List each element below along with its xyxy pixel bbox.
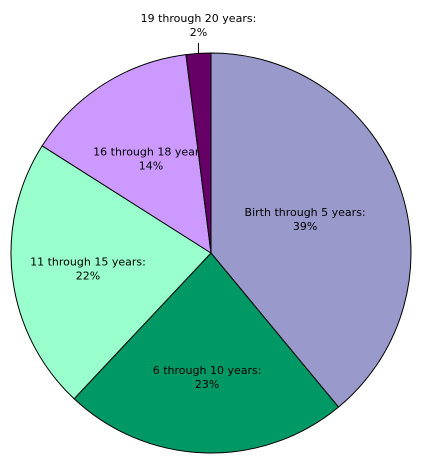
slice-value-19-through-20-years: 2% (190, 26, 207, 39)
slice-label-birth-through-5-years: Birth through 5 years: (245, 206, 366, 219)
pie-slice-11-through-15-years (10, 145, 212, 400)
pie-slice-birth-through-5-years (210, 52, 412, 408)
slice-label-19-through-20-years: 19 through 20 years: (141, 12, 257, 25)
pie-slice-6-through-10-years (73, 252, 340, 454)
slice-value-11-through-15-years: 22% (76, 270, 100, 283)
slice-value-6-through-10-years: 23% (195, 378, 219, 391)
slice-label-16-through-18-years: 16 through 18 years: (93, 145, 209, 158)
slice-value-16-through-18-years: 14% (139, 159, 163, 172)
pie-slice-16-through-18-years (41, 54, 212, 254)
slice-value-birth-through-5-years: 39% (293, 220, 317, 233)
slice-label-6-through-10-years: 6 through 10 years: (153, 364, 262, 377)
pie-slice-19-through-20-years (185, 52, 212, 254)
slice-label-11-through-15-years: 11 through 15 years: (30, 256, 146, 269)
